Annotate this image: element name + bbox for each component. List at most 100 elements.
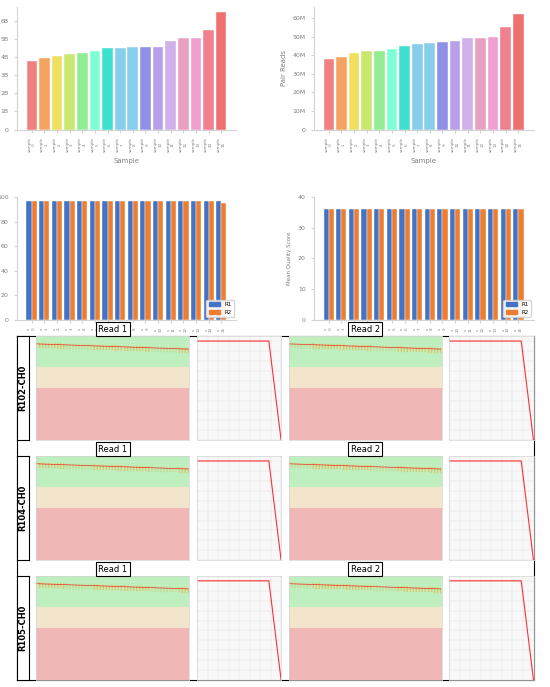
Bar <box>349 210 354 319</box>
Bar <box>425 467 426 473</box>
Bar <box>463 38 473 130</box>
Bar <box>310 344 311 348</box>
Bar <box>48 463 49 468</box>
Bar <box>36 343 37 348</box>
Bar <box>340 584 341 589</box>
Bar <box>481 210 486 319</box>
Bar <box>500 27 511 130</box>
Bar <box>133 346 134 351</box>
Bar <box>60 463 61 469</box>
Bar <box>60 583 61 589</box>
Bar <box>387 210 392 319</box>
Bar <box>128 47 138 130</box>
Bar <box>88 584 89 589</box>
Bar <box>39 343 40 348</box>
Bar <box>437 42 448 130</box>
Bar <box>325 344 326 349</box>
Bar <box>36 508 189 560</box>
Bar <box>488 210 493 319</box>
Bar <box>75 464 76 469</box>
Bar <box>191 201 196 319</box>
Bar <box>115 465 116 471</box>
Bar <box>146 201 151 319</box>
Bar <box>475 210 481 319</box>
Bar <box>428 467 429 473</box>
Legend: R1, R2: R1, R2 <box>503 300 531 317</box>
Bar <box>51 583 52 588</box>
Bar <box>153 201 158 319</box>
Bar <box>422 587 423 592</box>
Bar <box>425 210 430 319</box>
Bar <box>422 467 423 472</box>
Bar <box>90 51 100 130</box>
Bar <box>434 348 435 353</box>
Bar <box>322 464 323 469</box>
Bar <box>57 201 62 319</box>
Bar <box>142 466 143 471</box>
Bar <box>133 586 134 591</box>
Bar <box>355 585 356 590</box>
Bar <box>413 347 414 352</box>
Bar <box>392 346 393 351</box>
Bar <box>188 468 189 473</box>
Bar <box>374 210 379 319</box>
Bar <box>157 587 158 592</box>
Bar <box>45 583 46 588</box>
Bar <box>42 463 43 468</box>
Bar <box>430 210 435 319</box>
Bar <box>386 466 387 471</box>
Bar <box>190 38 201 130</box>
Bar <box>443 210 448 319</box>
Bar <box>361 585 362 590</box>
Bar <box>289 456 442 487</box>
Bar <box>60 344 61 348</box>
Bar <box>45 343 46 348</box>
Bar <box>413 587 414 592</box>
Bar <box>39 462 40 468</box>
Bar <box>316 583 317 589</box>
Bar <box>425 43 435 130</box>
Bar <box>121 465 122 471</box>
Bar <box>398 466 399 471</box>
Bar <box>379 466 380 471</box>
Bar <box>416 467 417 472</box>
Bar <box>387 49 397 130</box>
Bar <box>52 56 63 130</box>
Bar <box>289 576 442 607</box>
Bar <box>310 583 311 588</box>
Bar <box>336 210 341 319</box>
Bar <box>148 586 149 592</box>
Bar <box>366 210 372 319</box>
Bar <box>139 346 140 351</box>
Bar <box>51 343 52 348</box>
Bar <box>151 466 152 472</box>
Bar <box>51 463 52 469</box>
Bar <box>340 344 341 350</box>
Bar <box>36 487 189 508</box>
Bar <box>102 201 107 319</box>
Bar <box>337 584 338 589</box>
Bar <box>52 201 57 319</box>
Bar <box>157 347 158 352</box>
Bar <box>361 345 362 350</box>
Bar <box>222 203 227 319</box>
Bar <box>115 201 120 319</box>
Bar <box>349 464 350 470</box>
Bar <box>319 464 320 469</box>
Bar <box>519 210 524 319</box>
Bar <box>316 344 317 349</box>
Bar <box>182 587 183 593</box>
Bar <box>310 463 311 469</box>
Bar <box>404 210 410 319</box>
Bar <box>450 210 455 319</box>
Bar <box>319 583 320 589</box>
Bar <box>419 347 420 352</box>
Bar <box>36 628 189 680</box>
Bar <box>417 210 422 319</box>
Bar <box>468 210 473 319</box>
Bar <box>77 53 87 130</box>
Bar <box>349 585 350 589</box>
Bar <box>130 466 131 471</box>
Bar <box>401 466 402 471</box>
Bar <box>328 344 329 349</box>
